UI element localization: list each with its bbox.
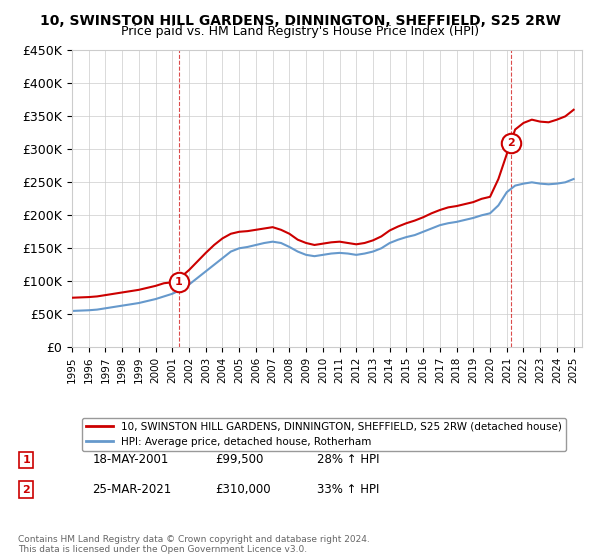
Text: 1: 1: [22, 455, 30, 465]
Text: £99,500: £99,500: [215, 454, 263, 466]
Legend: 10, SWINSTON HILL GARDENS, DINNINGTON, SHEFFIELD, S25 2RW (detached house), HPI:: 10, SWINSTON HILL GARDENS, DINNINGTON, S…: [82, 418, 566, 451]
Text: 18-MAY-2001: 18-MAY-2001: [92, 454, 169, 466]
Text: 2: 2: [22, 484, 30, 494]
Text: 1: 1: [175, 277, 182, 287]
Text: 10, SWINSTON HILL GARDENS, DINNINGTON, SHEFFIELD, S25 2RW: 10, SWINSTON HILL GARDENS, DINNINGTON, S…: [40, 14, 560, 28]
Text: 2: 2: [507, 138, 514, 148]
Text: Price paid vs. HM Land Registry's House Price Index (HPI): Price paid vs. HM Land Registry's House …: [121, 25, 479, 38]
Text: 33% ↑ HPI: 33% ↑ HPI: [317, 483, 379, 496]
Text: £310,000: £310,000: [215, 483, 271, 496]
Text: 25-MAR-2021: 25-MAR-2021: [92, 483, 172, 496]
Text: 28% ↑ HPI: 28% ↑ HPI: [317, 454, 379, 466]
Text: Contains HM Land Registry data © Crown copyright and database right 2024.
This d: Contains HM Land Registry data © Crown c…: [18, 535, 370, 554]
